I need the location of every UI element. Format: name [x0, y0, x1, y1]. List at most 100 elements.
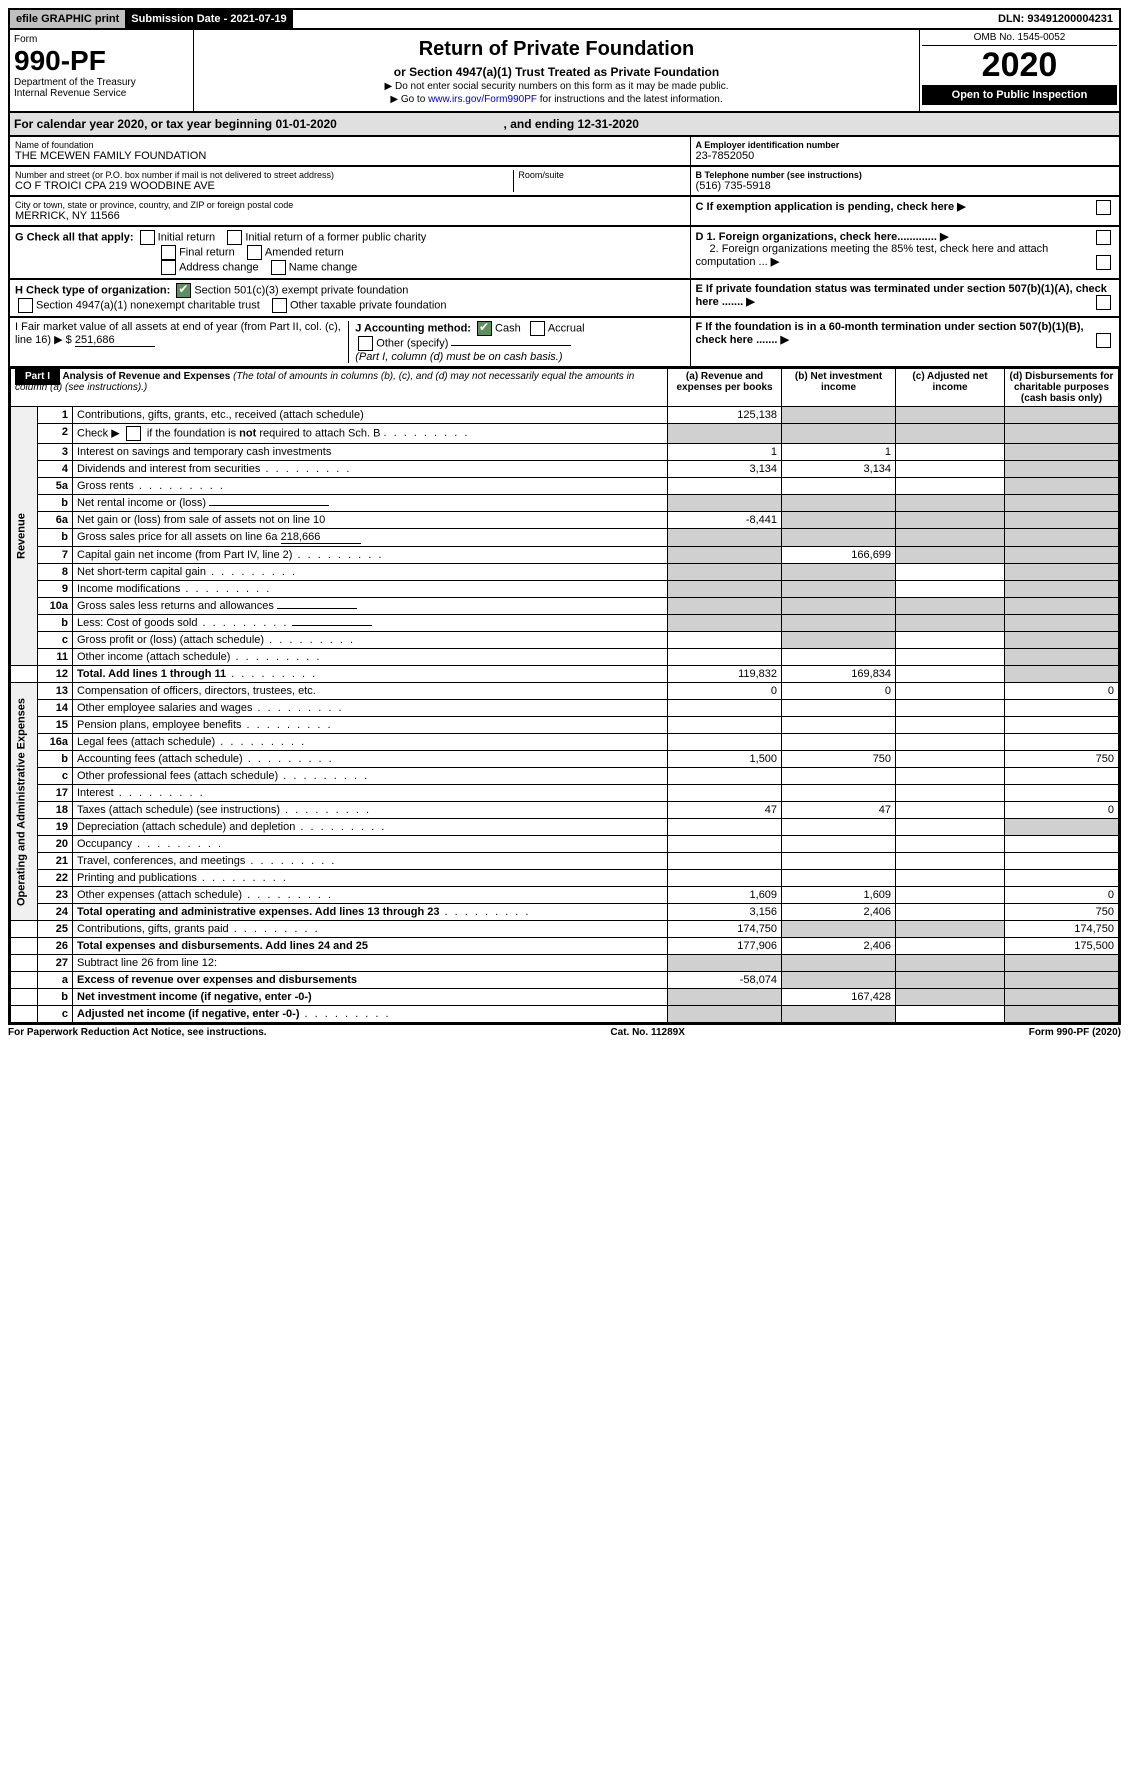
- box-c-check[interactable]: [1096, 200, 1111, 215]
- r27-label: Subtract line 26 from line 12:: [73, 955, 668, 972]
- part1-title: Analysis of Revenue and Expenses: [62, 371, 230, 382]
- g-opt-1: Initial return of a former public charit…: [245, 231, 426, 243]
- r27b-label: Net investment income (if negative, ente…: [77, 991, 312, 1003]
- r19-no: 19: [38, 819, 73, 836]
- h-opt-2: Section 4947(a)(1) nonexempt charitable …: [36, 299, 260, 311]
- dln-value: 93491200004231: [1027, 13, 1113, 25]
- g-label: G Check all that apply:: [15, 231, 134, 243]
- r24-d: 750: [1005, 904, 1119, 921]
- cal-text-b: , and ending: [504, 117, 578, 131]
- r13-b: 0: [782, 683, 896, 700]
- phone-value: (516) 735-5918: [696, 180, 1114, 192]
- box-e: E If private foundation status was termi…: [696, 283, 1107, 308]
- r1-no: 1: [38, 407, 73, 424]
- cal-end: 12-31-2020: [578, 117, 639, 131]
- box-d1-check[interactable]: [1096, 230, 1111, 245]
- r23-no: 23: [38, 887, 73, 904]
- r21-no: 21: [38, 853, 73, 870]
- r27-no: 27: [38, 955, 73, 972]
- r14-no: 14: [38, 700, 73, 717]
- g-opt-0: Initial return: [158, 231, 215, 243]
- top-bar: efile GRAPHIC print Submission Date - 20…: [8, 8, 1121, 30]
- irs-link[interactable]: www.irs.gov/Form990PF: [428, 94, 537, 105]
- r16b-b: 750: [782, 751, 896, 768]
- form-subtitle: or Section 4947(a)(1) Trust Treated as P…: [198, 65, 915, 79]
- g-name[interactable]: [271, 260, 286, 275]
- g-opt-4: Address change: [179, 261, 259, 273]
- form-number: 990-PF: [14, 45, 189, 77]
- j-accrual-label: Accrual: [548, 322, 585, 334]
- note2-pre: ▶ Go to: [390, 94, 428, 105]
- h-501c3[interactable]: [176, 283, 191, 298]
- g-opt-2: Final return: [179, 246, 235, 258]
- r26-d: 175,500: [1005, 938, 1119, 955]
- r12-label: Total. Add lines 1 through 11: [77, 668, 226, 680]
- addr-label: Number and street (or P.O. box number if…: [15, 170, 513, 180]
- r3-label: Interest on savings and temporary cash i…: [73, 444, 668, 461]
- r2-check[interactable]: [126, 426, 141, 441]
- j-other[interactable]: [358, 336, 373, 351]
- r4-no: 4: [38, 461, 73, 478]
- r13-a: 0: [668, 683, 782, 700]
- r17-label: Interest: [77, 787, 114, 799]
- addr-phone-row: Number and street (or P.O. box number if…: [8, 167, 1121, 197]
- subdate-value: 2021-07-19: [230, 13, 286, 25]
- r25-d: 174,750: [1005, 921, 1119, 938]
- r10c-label: Gross profit or (loss) (attach schedule): [77, 634, 264, 646]
- r17-no: 17: [38, 785, 73, 802]
- col-b-head: (b) Net investment income: [782, 369, 896, 407]
- r21-label: Travel, conferences, and meetings: [77, 855, 245, 867]
- col-a-head: (a) Revenue and expenses per books: [668, 369, 782, 407]
- footer-left: For Paperwork Reduction Act Notice, see …: [8, 1027, 267, 1038]
- r5a-no: 5a: [38, 478, 73, 495]
- r13-no: 13: [38, 683, 73, 700]
- h-label: H Check type of organization:: [15, 284, 170, 296]
- note-2: ▶ Go to www.irs.gov/Form990PF for instru…: [198, 94, 915, 105]
- r24-a: 3,156: [668, 904, 782, 921]
- r7-no: 7: [38, 547, 73, 564]
- omb-number: OMB No. 1545-0052: [922, 32, 1117, 46]
- box-f-check[interactable]: [1096, 333, 1111, 348]
- g-address[interactable]: [161, 260, 176, 275]
- subdate-label: Submission Date -: [131, 13, 230, 25]
- box-d2-check[interactable]: [1096, 255, 1111, 270]
- i-label: I Fair market value of all assets at end…: [15, 321, 341, 346]
- part1-section: Part I Analysis of Revenue and Expenses …: [8, 368, 1121, 1025]
- r26-b: 2,406: [782, 938, 896, 955]
- g-former[interactable]: [227, 230, 242, 245]
- r8-no: 8: [38, 564, 73, 581]
- g-initial[interactable]: [140, 230, 155, 245]
- r25-a: 174,750: [668, 921, 782, 938]
- h-opt-3: Other taxable private foundation: [290, 299, 447, 311]
- dept: Department of the Treasury: [14, 77, 189, 88]
- g-final[interactable]: [161, 245, 176, 260]
- r6a-label: Net gain or (loss) from sale of assets n…: [73, 512, 668, 529]
- name-ein-row: Name of foundation THE MCEWEN FAMILY FOU…: [8, 137, 1121, 167]
- city-value: MERRICK, NY 11566: [15, 210, 685, 222]
- j-cash[interactable]: [477, 321, 492, 336]
- r10c-no: c: [38, 632, 73, 649]
- name-label: Name of foundation: [15, 140, 685, 150]
- ein-value: 23-7852050: [696, 150, 1114, 162]
- r22-no: 22: [38, 870, 73, 887]
- r16b-no: b: [38, 751, 73, 768]
- submission-date: Submission Date - 2021-07-19: [125, 10, 292, 28]
- dln: DLN: 93491200004231: [992, 10, 1119, 28]
- box-e-check[interactable]: [1096, 295, 1111, 310]
- r23-label: Other expenses (attach schedule): [77, 889, 242, 901]
- r13-d: 0: [1005, 683, 1119, 700]
- h-4947[interactable]: [18, 298, 33, 313]
- r6a-no: 6a: [38, 512, 73, 529]
- footer-mid: Cat. No. 11289X: [610, 1027, 684, 1038]
- h-other[interactable]: [272, 298, 287, 313]
- box-d1: D 1. Foreign organizations, check here..…: [696, 231, 937, 243]
- box-f: F If the foundation is in a 60-month ter…: [696, 321, 1084, 346]
- ein-label: A Employer identification number: [696, 140, 840, 150]
- box-d2: 2. Foreign organizations meeting the 85%…: [696, 243, 1049, 268]
- g-amended[interactable]: [247, 245, 262, 260]
- irs: Internal Revenue Service: [14, 88, 189, 99]
- j-accrual[interactable]: [530, 321, 545, 336]
- r5a-label: Gross rents: [77, 480, 134, 492]
- r9-no: 9: [38, 581, 73, 598]
- g-opt-3: Amended return: [265, 246, 344, 258]
